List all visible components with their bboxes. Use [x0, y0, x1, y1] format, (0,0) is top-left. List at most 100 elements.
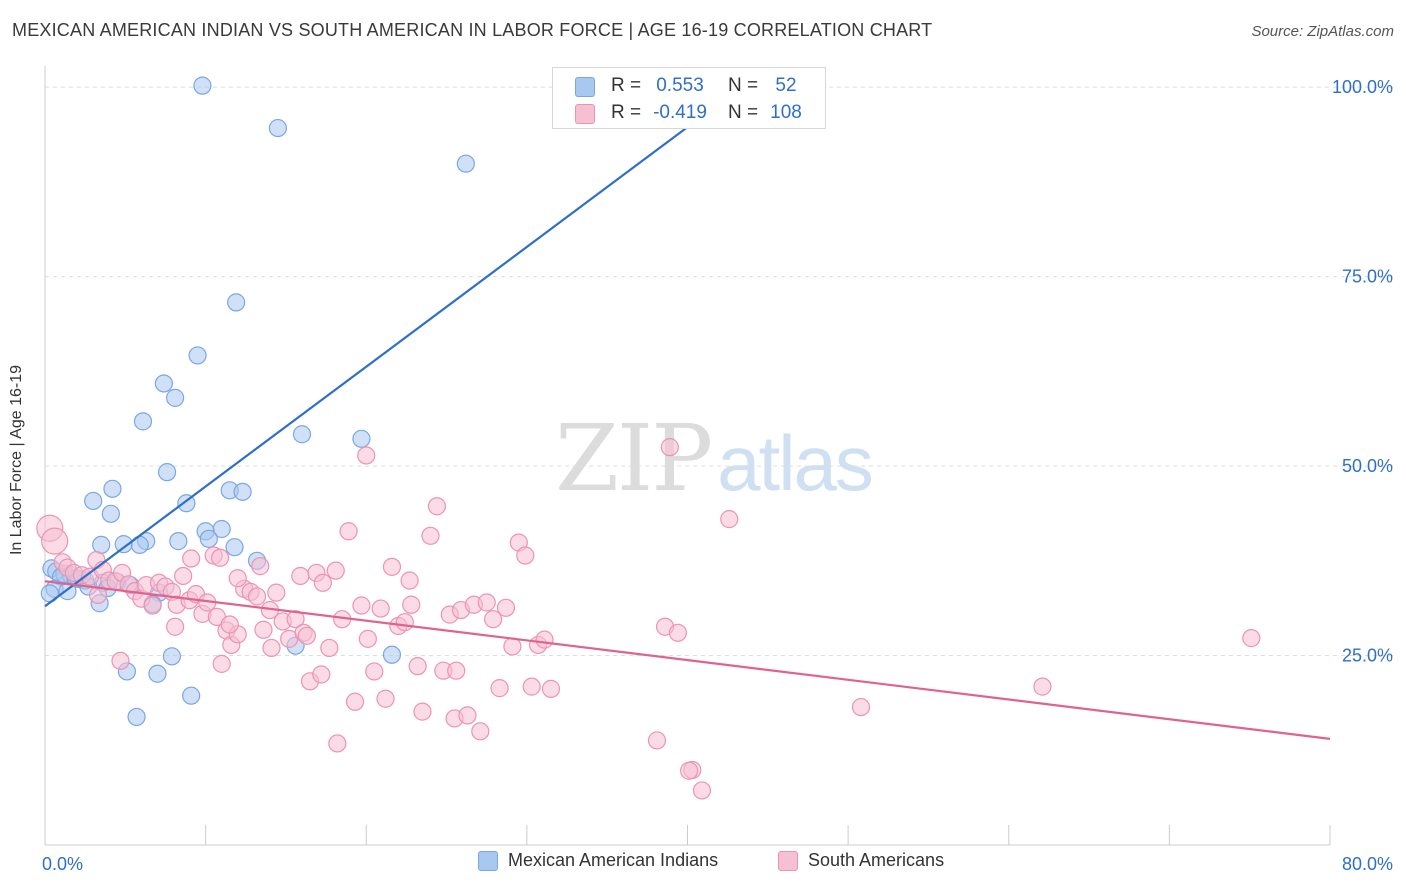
data-point	[227, 293, 246, 312]
stats-swatch-pink	[575, 104, 595, 124]
data-point	[371, 599, 390, 618]
data-point	[535, 630, 554, 649]
data-point	[720, 510, 739, 529]
data-point	[220, 615, 239, 634]
data-point	[376, 689, 395, 708]
data-point	[382, 557, 402, 576]
stats-n-label: N =	[728, 102, 759, 123]
data-point	[262, 638, 281, 658]
data-point	[352, 429, 371, 448]
data-point	[320, 638, 339, 658]
data-point	[1242, 629, 1261, 648]
legend-label: Mexican American Indians	[508, 850, 719, 870]
data-point	[490, 679, 509, 698]
data-point	[477, 593, 496, 612]
data-point	[286, 610, 305, 629]
data-point	[427, 497, 447, 516]
legend-label: South Americans	[808, 850, 945, 870]
data-point	[41, 527, 69, 555]
chart-title: MEXICAN AMERICAN INDIAN VS SOUTH AMERICA…	[12, 20, 933, 40]
data-point	[292, 425, 312, 444]
data-point	[166, 617, 185, 636]
trend-line-1	[44, 580, 1331, 740]
data-point	[458, 706, 477, 725]
y-tick-label: 25.0%	[1342, 646, 1393, 666]
data-point	[212, 654, 231, 673]
stats-r-label: R =	[611, 102, 642, 123]
data-point	[456, 154, 475, 173]
data-point	[496, 598, 516, 617]
data-point	[312, 665, 331, 684]
stats-n-value: 52	[775, 75, 797, 96]
data-point	[169, 532, 188, 551]
data-point	[503, 637, 522, 656]
data-point	[382, 645, 402, 664]
stats-n-value: 108	[770, 102, 802, 123]
data-point	[328, 734, 347, 753]
data-point	[1033, 677, 1052, 696]
data-point	[413, 702, 432, 721]
data-point	[143, 596, 162, 615]
data-point	[182, 686, 201, 705]
stats-r-label: R =	[611, 75, 642, 96]
legend-item-mexican-american-indians[interactable]: Mexican American Indians	[478, 850, 718, 871]
data-point	[103, 479, 122, 498]
y-axis-label: In Labor Force | Age 16-19	[8, 364, 25, 556]
data-point	[680, 761, 699, 780]
series-legend: Mexican American Indians South Americans	[0, 850, 1406, 880]
data-point	[268, 118, 288, 138]
data-point	[166, 388, 185, 407]
data-point	[88, 585, 108, 605]
legend-item-south-americans[interactable]: South Americans	[778, 850, 944, 871]
data-point	[148, 664, 167, 683]
data-point	[267, 583, 286, 602]
data-point	[421, 526, 440, 545]
data-point	[402, 595, 421, 614]
stats-n-label: N =	[728, 75, 759, 96]
data-point	[199, 529, 218, 548]
data-point	[471, 722, 490, 741]
data-point	[228, 569, 247, 588]
data-point	[188, 346, 207, 365]
data-point	[541, 679, 561, 698]
data-point	[225, 538, 244, 557]
data-point	[127, 707, 146, 727]
data-point	[247, 587, 267, 606]
trend-line-0	[44, 122, 693, 608]
legend-swatch-blue	[478, 850, 498, 871]
data-point	[339, 522, 358, 541]
data-point	[352, 596, 371, 615]
source-label: Source: ZipAtlas.com	[1251, 23, 1394, 40]
data-point	[297, 626, 316, 645]
y-tick-label: 75.0%	[1342, 267, 1393, 287]
data-point	[101, 504, 120, 523]
data-point	[516, 546, 535, 565]
data-point	[851, 697, 871, 717]
data-point	[408, 657, 427, 676]
data-point	[668, 623, 687, 642]
data-point	[400, 571, 419, 590]
data-point	[111, 651, 130, 670]
stats-swatch-blue	[575, 77, 595, 97]
legend-swatch-pink	[778, 850, 798, 871]
data-point	[484, 610, 503, 629]
data-point	[692, 781, 712, 800]
data-point	[357, 446, 376, 465]
data-point	[365, 662, 384, 681]
data-point	[254, 620, 273, 639]
data-point	[193, 76, 212, 95]
data-point	[174, 566, 193, 586]
data-point	[358, 629, 377, 648]
data-point	[447, 661, 466, 680]
data-point	[345, 692, 365, 711]
y-tick-label: 100.0%	[1332, 77, 1393, 97]
x-tick-label: 0.0%	[42, 854, 83, 874]
data-point	[157, 463, 177, 482]
stats-r-value: 0.553	[656, 75, 704, 96]
data-point	[84, 491, 103, 511]
data-point	[210, 548, 230, 567]
series-1	[36, 438, 1261, 800]
x-tick-label: 80.0%	[1342, 854, 1393, 874]
stats-row-blue: R = 0.553 N = 52	[553, 74, 825, 100]
y-tick-label: 50.0%	[1342, 456, 1393, 476]
